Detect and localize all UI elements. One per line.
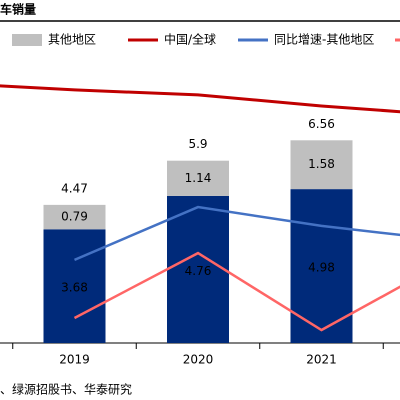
total-label: 5.9 bbox=[188, 137, 207, 151]
legend-label: 中国/全球 bbox=[164, 32, 216, 47]
total-label: 4.47 bbox=[61, 181, 88, 195]
legend-label: 同比增速-其他地区 bbox=[274, 33, 374, 47]
total-label: 6.56 bbox=[308, 117, 335, 131]
bar-segment bbox=[167, 195, 229, 343]
legend-swatch bbox=[12, 34, 42, 46]
data-label: 4.76 bbox=[185, 264, 212, 278]
legend-label: 其他地区 bbox=[48, 33, 96, 47]
bar-segment bbox=[43, 229, 106, 343]
data-label: 0.79 bbox=[61, 210, 88, 224]
data-label: 1.58 bbox=[308, 157, 335, 171]
x-tick-label: 2019 bbox=[59, 353, 90, 367]
data-label: 4.98 bbox=[308, 261, 335, 275]
data-label: 1.14 bbox=[185, 171, 212, 185]
source: 、绿源招股书、华泰研究 bbox=[0, 382, 132, 397]
bar-segment bbox=[167, 160, 229, 196]
x-tick-label: 2021 bbox=[306, 353, 337, 367]
line-series bbox=[74, 205, 400, 262]
bar-segment bbox=[290, 140, 353, 190]
chart-title: 车销量 bbox=[0, 2, 36, 17]
line-series bbox=[73, 251, 400, 332]
x-tick-label: 2020 bbox=[183, 353, 214, 367]
line-series bbox=[0, 84, 400, 114]
bar-segment bbox=[43, 204, 106, 230]
data-label: 3.68 bbox=[61, 281, 88, 295]
